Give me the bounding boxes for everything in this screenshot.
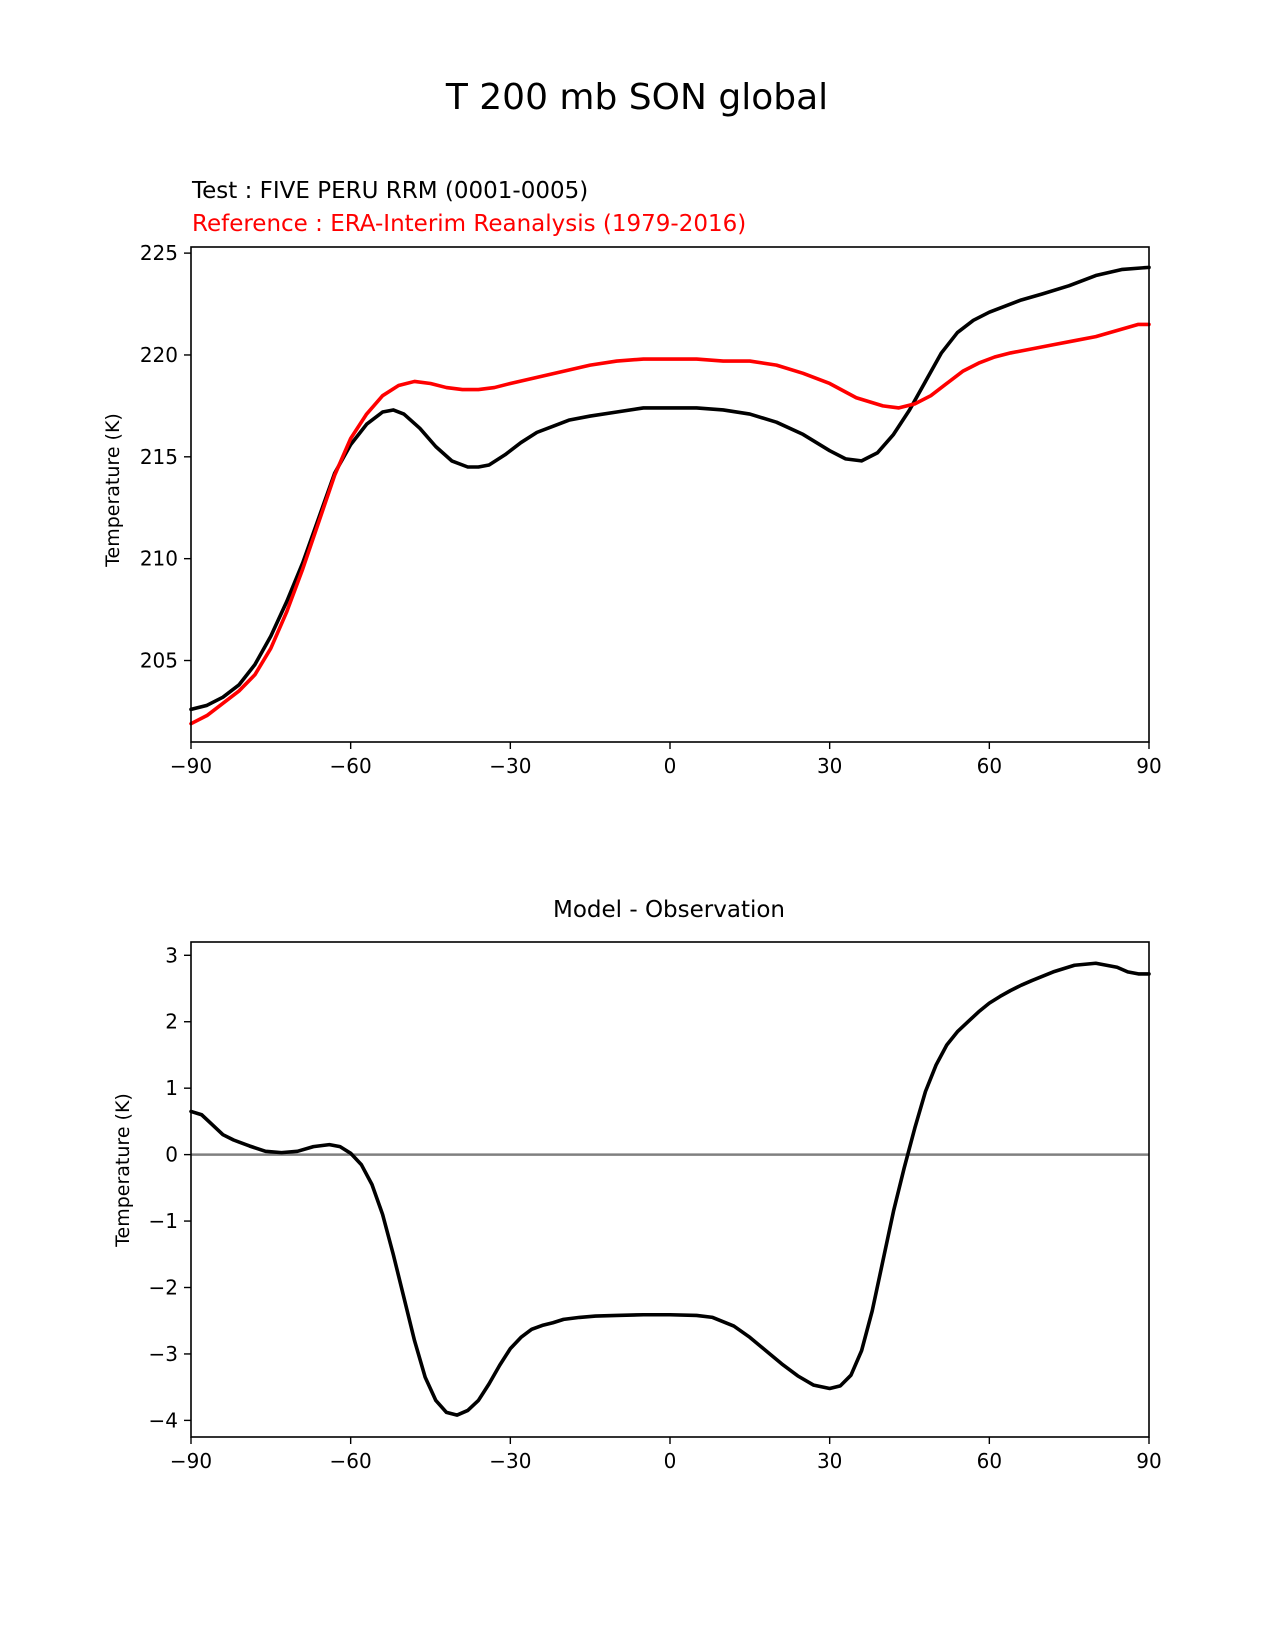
- bottom-x-tick-label: −30: [489, 1449, 531, 1473]
- bottom-panel-title: Model - Observation: [553, 897, 785, 923]
- top-y-tick-label: 215: [140, 445, 178, 469]
- bottom-x-tick-label: −90: [170, 1449, 212, 1473]
- top-y-tick-label: 225: [140, 241, 178, 265]
- bottom-plot-area: −90 −60 −30 0 30 60 90 −4 −3 −2 −1 0 1 2 3: [149, 941, 1162, 1473]
- bottom-y-tick-label: 3: [165, 943, 178, 967]
- top-y-axis-label: Temperature (K): [102, 413, 124, 568]
- top-reference-line: [189, 322, 1151, 726]
- top-x-tick-label: −60: [330, 754, 372, 778]
- bottom-panel: Model - Observation Temperature (K) −90−…: [112, 897, 1162, 1473]
- top-x-tick-label: 60: [977, 754, 1002, 778]
- top-x-tick-label: 90: [1136, 754, 1161, 778]
- top-panel: Test : FIVE PERU RRM (0001-0005) Referen…: [102, 178, 1162, 778]
- top-x-tick-label: −90: [170, 754, 212, 778]
- top-x-tick-label: −30: [489, 754, 531, 778]
- bottom-y-tick-label: −4: [149, 1408, 178, 1432]
- test-label: Test : FIVE PERU RRM (0001-0005): [191, 178, 588, 204]
- top-x-tick-label: 0: [664, 754, 677, 778]
- bottom-x-tick-label: 60: [977, 1449, 1002, 1473]
- bottom-x-tick-label: 30: [817, 1449, 842, 1473]
- figure-title: T 200 mb SON global: [445, 77, 828, 118]
- bottom-y-tick-label: 2: [165, 1010, 178, 1034]
- bottom-y-tick-label: −2: [149, 1276, 178, 1300]
- top-plot-area: −90 −60 −30 0 30 60 90 205 210 215 220 225: [140, 241, 1162, 778]
- bottom-y-tick-label: 1: [165, 1076, 178, 1100]
- bottom-x-tick-label: −60: [330, 1449, 372, 1473]
- bottom-y-tick-label: −3: [149, 1342, 178, 1366]
- bottom-x-tick-label: 90: [1136, 1449, 1161, 1473]
- reference-label: Reference : ERA-Interim Reanalysis (1979…: [192, 211, 746, 237]
- bottom-difference-line: [189, 961, 1151, 1417]
- top-y-tick-label: 220: [140, 343, 178, 367]
- top-y-tick-label: 205: [140, 649, 178, 673]
- top-x-tick-label: 30: [817, 754, 842, 778]
- bottom-y-tick-label: −1: [149, 1209, 178, 1233]
- top-y-tick-label: 210: [140, 547, 178, 571]
- bottom-y-axis-label: Temperature (K): [112, 1093, 134, 1248]
- bottom-y-tick-label: 0: [165, 1143, 178, 1167]
- bottom-x-tick-label: 0: [664, 1449, 677, 1473]
